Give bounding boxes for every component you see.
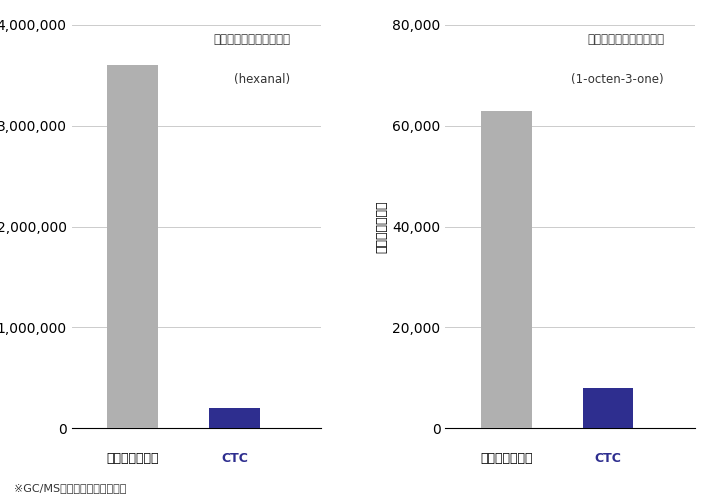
Text: CTC: CTC <box>594 453 621 466</box>
Text: (hexanal): (hexanal) <box>234 73 290 86</box>
Text: (1-octen-3-one): (1-octen-3-one) <box>571 73 664 86</box>
Bar <box>209 408 260 428</box>
Text: 青臭さに繋がる香気成分: 青臭さに繋がる香気成分 <box>213 33 290 46</box>
Text: ※GC/MSにて香気成分量を比較: ※GC/MSにて香気成分量を比較 <box>14 483 127 493</box>
Text: トマトペースト: トマトペースト <box>107 453 159 466</box>
Bar <box>481 111 532 428</box>
Bar <box>583 388 634 428</box>
Text: CTC: CTC <box>221 453 248 466</box>
Text: トマトペースト: トマトペースト <box>480 453 533 466</box>
Y-axis label: ピークエリア値: ピークエリア値 <box>375 200 388 253</box>
Bar <box>107 65 158 428</box>
Text: 青臭さに繋がる香気成分: 青臭さに繋がる香気成分 <box>587 33 664 46</box>
